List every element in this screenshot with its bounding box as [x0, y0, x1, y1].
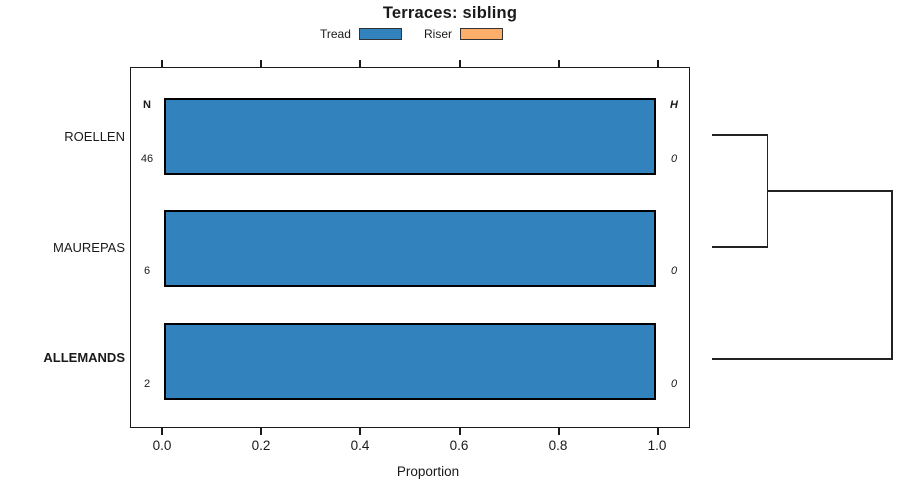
x-axis-top-tick [558, 60, 560, 67]
category-label-allemands: ALLEMANDS [43, 350, 125, 365]
legend-item-tread: Tread [320, 26, 402, 42]
bar-roellen [164, 98, 656, 175]
bar-allemands [164, 323, 656, 400]
x-axis-title: Proportion [396, 464, 460, 479]
x-tick-label: 0.0 [152, 438, 172, 453]
legend-item-riser: Riser [424, 26, 504, 42]
dendrogram-branch-maurepas [712, 246, 768, 248]
x-axis-top-tick [657, 60, 659, 67]
category-label-roellen: ROELLEN [64, 129, 125, 144]
x-axis-bottom-tick [161, 428, 163, 435]
legend-label-tread: Tread [320, 27, 351, 41]
n-value-maurepas: 6 [143, 265, 151, 277]
dendrogram-branch-roellen [712, 134, 768, 136]
x-axis-bottom-tick [657, 428, 659, 435]
n-value-roellen: 46 [140, 153, 154, 165]
h-value-maurepas: 0 [670, 265, 678, 277]
tread-swatch-icon [358, 28, 402, 40]
x-tick-label: 0.8 [548, 438, 568, 453]
n-value-allemands: 2 [143, 378, 151, 390]
x-axis-bottom-tick [260, 428, 262, 435]
dendrogram-cluster-link [767, 190, 892, 192]
x-axis-top-tick [459, 60, 461, 67]
x-axis-bottom-tick [459, 428, 461, 435]
x-axis-top-tick [260, 60, 262, 67]
h-value-roellen: 0 [670, 153, 678, 165]
x-axis-top-tick [161, 60, 163, 67]
h-value-allemands: 0 [670, 378, 678, 390]
x-axis-top-tick [359, 60, 361, 67]
n-column-header: N [143, 99, 151, 111]
dendrogram-root-join [891, 190, 893, 360]
chart-title: Terraces: sibling [382, 4, 518, 22]
x-tick-label: 0.4 [350, 438, 370, 453]
x-tick-label: 0.2 [251, 438, 271, 453]
x-axis-bottom-tick [558, 428, 560, 435]
riser-swatch-icon [460, 28, 504, 40]
x-tick-label: 0.6 [449, 438, 469, 453]
x-axis-bottom-tick [359, 428, 361, 435]
legend-label-riser: Riser [424, 27, 453, 41]
h-column-header: H [670, 99, 678, 111]
x-tick-label: 1.0 [647, 438, 667, 453]
category-label-maurepas: MAUREPAS [53, 240, 125, 255]
bar-maurepas [164, 210, 656, 287]
dendrogram-branch-allemands [712, 358, 893, 360]
